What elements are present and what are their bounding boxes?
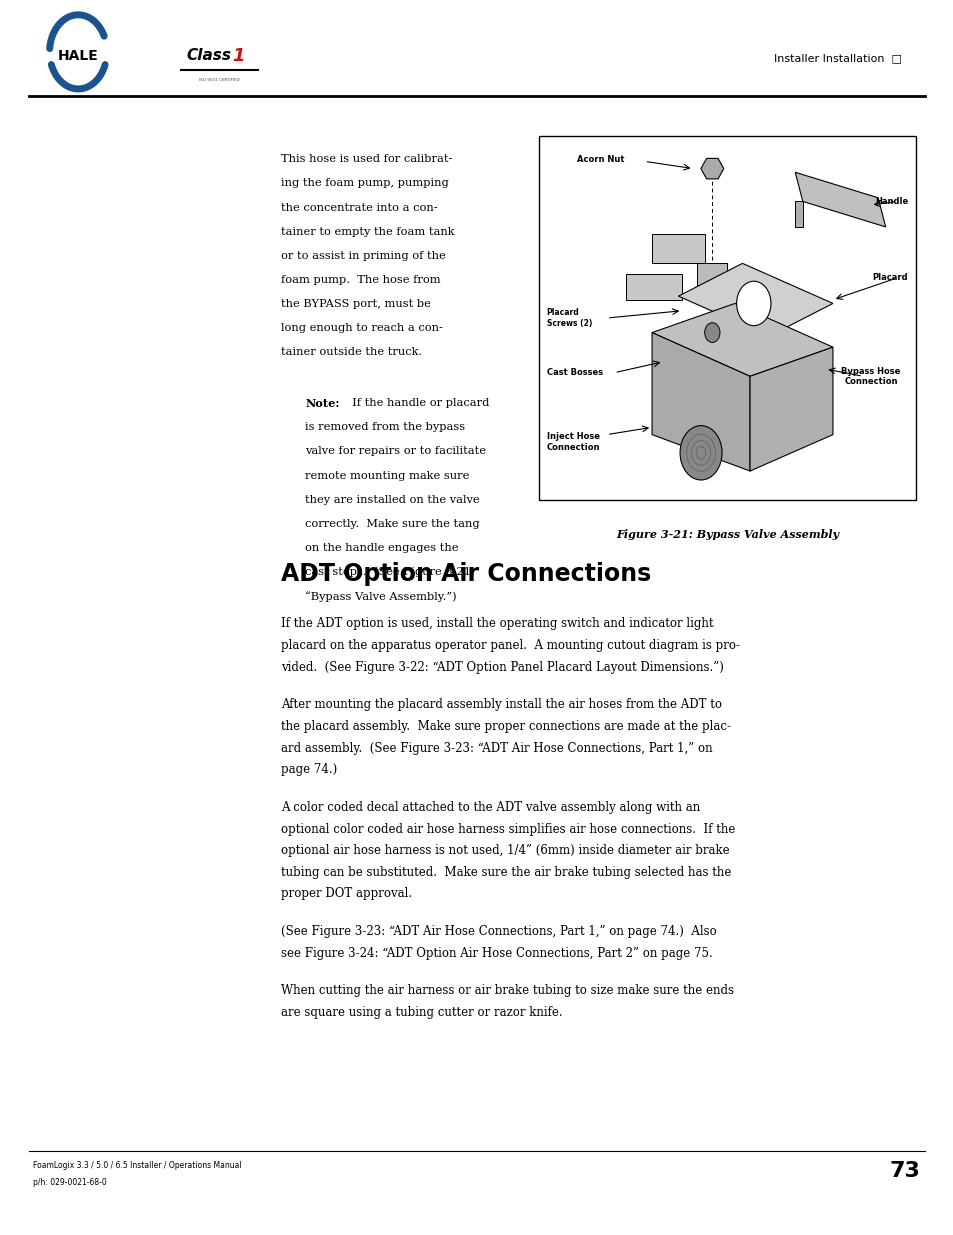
Text: HALE: HALE [58, 48, 98, 63]
Text: on the handle engages the: on the handle engages the [305, 543, 458, 553]
Text: tubing can be substituted.  Make sure the air brake tubing selected has the: tubing can be substituted. Make sure the… [281, 866, 731, 879]
Text: When cutting the air harness or air brake tubing to size make sure the ends: When cutting the air harness or air brak… [281, 984, 734, 998]
Text: Class: Class [186, 48, 231, 63]
Text: 1: 1 [232, 47, 244, 64]
Text: After mounting the placard assembly install the air hoses from the ADT to: After mounting the placard assembly inst… [281, 699, 721, 711]
Polygon shape [652, 235, 704, 263]
Text: ing the foam pump, pumping: ing the foam pump, pumping [281, 179, 449, 189]
Text: ISO 9001 CERTIFIED: ISO 9001 CERTIFIED [199, 78, 239, 82]
Text: tainer to empty the foam tank: tainer to empty the foam tank [281, 227, 455, 237]
Polygon shape [697, 263, 726, 289]
Text: page 74.): page 74.) [281, 763, 337, 777]
Text: Handle: Handle [874, 196, 907, 206]
Text: foam pump.  The hose from: foam pump. The hose from [281, 275, 440, 285]
Polygon shape [795, 173, 884, 227]
Text: p/h: 029-0021-68-0: p/h: 029-0021-68-0 [33, 1178, 107, 1187]
Polygon shape [625, 274, 681, 300]
Text: cast stops.  (See Figure 3-21:: cast stops. (See Figure 3-21: [305, 567, 475, 578]
Text: A color coded decal attached to the ADT valve assembly along with an: A color coded decal attached to the ADT … [281, 802, 700, 814]
Text: the placard assembly.  Make sure proper connections are made at the plac-: the placard assembly. Make sure proper c… [281, 720, 731, 734]
Text: (See Figure 3-23: “ADT Air Hose Connections, Part 1,” on page 74.)  Also: (See Figure 3-23: “ADT Air Hose Connecti… [281, 925, 717, 939]
Text: remote mounting make sure: remote mounting make sure [305, 471, 469, 480]
Text: If the handle or placard: If the handle or placard [345, 398, 489, 409]
Text: Note:: Note: [305, 398, 339, 409]
Text: ADT Option Air Connections: ADT Option Air Connections [281, 562, 651, 585]
Text: the BYPASS port, must be: the BYPASS port, must be [281, 299, 431, 309]
Text: proper DOT approval.: proper DOT approval. [281, 888, 412, 900]
Polygon shape [652, 304, 832, 377]
Text: optional air hose harness is not used, 1/4” (6mm) inside diameter air brake: optional air hose harness is not used, 1… [281, 845, 729, 857]
Text: This hose is used for calibrat-: This hose is used for calibrat- [281, 154, 453, 164]
Text: Installer Installation  □: Installer Installation □ [773, 53, 901, 63]
Polygon shape [749, 347, 832, 471]
Text: Placard
Screws (2): Placard Screws (2) [546, 309, 591, 327]
Text: “Bypass Valve Assembly.”): “Bypass Valve Assembly.”) [305, 592, 456, 601]
Text: are square using a tubing cutter or razor knife.: are square using a tubing cutter or razo… [281, 1007, 562, 1019]
Circle shape [736, 282, 770, 326]
Circle shape [704, 322, 720, 342]
Text: 73: 73 [889, 1161, 920, 1181]
Text: valve for repairs or to facilitate: valve for repairs or to facilitate [305, 447, 486, 457]
Text: Placard: Placard [872, 273, 907, 283]
Circle shape [57, 25, 99, 79]
Text: long enough to reach a con-: long enough to reach a con- [281, 324, 443, 333]
Text: optional color coded air hose harness simplifies air hose connections.  If the: optional color coded air hose harness si… [281, 823, 735, 836]
Text: they are installed on the valve: they are installed on the valve [305, 494, 479, 505]
Polygon shape [795, 201, 801, 227]
Text: FoamLogix 3.3 / 5.0 / 6.5 Installer / Operations Manual: FoamLogix 3.3 / 5.0 / 6.5 Installer / Op… [33, 1161, 242, 1170]
Text: Bypass Hose
Connection: Bypass Hose Connection [841, 367, 900, 387]
Polygon shape [652, 332, 749, 471]
Text: Cast Bosses: Cast Bosses [546, 368, 602, 377]
Text: or to assist in priming of the: or to assist in priming of the [281, 251, 446, 261]
Text: ard assembly.  (See Figure 3-23: “ADT Air Hose Connections, Part 1,” on: ard assembly. (See Figure 3-23: “ADT Air… [281, 741, 712, 755]
Bar [538, 136, 915, 500]
Text: the concentrate into a con-: the concentrate into a con- [281, 203, 437, 212]
Text: Inject Hose
Connection: Inject Hose Connection [546, 432, 599, 452]
Text: vided.  (See Figure 3-22: “ADT Option Panel Placard Layout Dimensions.”): vided. (See Figure 3-22: “ADT Option Pan… [281, 661, 723, 674]
Polygon shape [678, 263, 832, 336]
Text: correctly.  Make sure the tang: correctly. Make sure the tang [305, 519, 479, 529]
Text: is removed from the bypass: is removed from the bypass [305, 422, 465, 432]
Text: see Figure 3-24: “ADT Option Air Hose Connections, Part 2” on page 75.: see Figure 3-24: “ADT Option Air Hose Co… [281, 947, 713, 960]
Text: Acorn Nut: Acorn Nut [576, 156, 623, 164]
Text: If the ADT option is used, install the operating switch and indicator light: If the ADT option is used, install the o… [281, 618, 713, 631]
Text: placard on the apparatus operator panel.  A mounting cutout diagram is pro-: placard on the apparatus operator panel.… [281, 640, 740, 652]
Circle shape [679, 426, 721, 480]
Polygon shape [700, 158, 723, 179]
Text: tainer outside the truck.: tainer outside the truck. [281, 347, 422, 357]
Text: Figure 3-21: Bypass Valve Assembly: Figure 3-21: Bypass Valve Assembly [616, 529, 838, 540]
